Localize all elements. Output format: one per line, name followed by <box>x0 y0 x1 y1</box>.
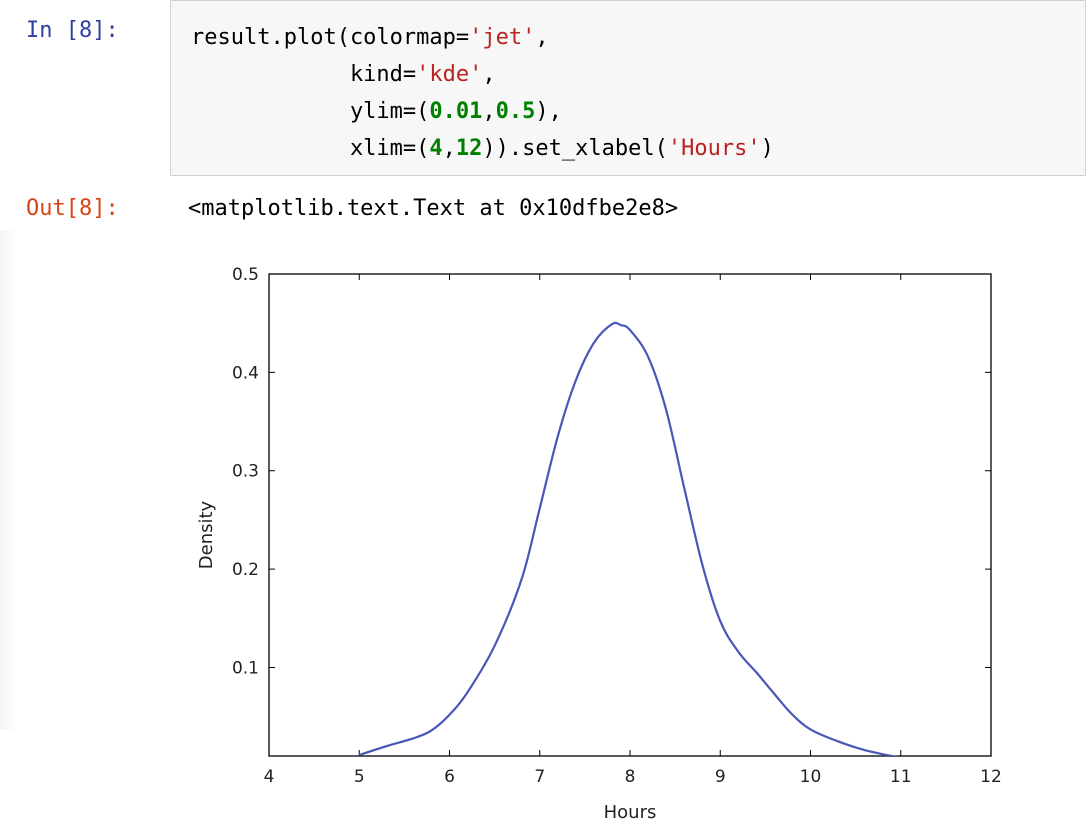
code-token: 0.5 <box>495 99 536 124</box>
y-tick-label: 0.2 <box>232 560 259 580</box>
page-shadow <box>0 230 16 730</box>
code-token: kind= <box>191 62 417 87</box>
y-tick-label: 0.1 <box>232 658 259 678</box>
code-token: 'Hours' <box>667 136 761 161</box>
y-tick-label: 0.5 <box>232 265 259 285</box>
x-tick-label: 6 <box>444 767 455 787</box>
code-line: result.plot(colormap='jet', <box>191 19 774 56</box>
code-token: , <box>442 136 456 161</box>
input-cell[interactable]: In [8]: result.plot(colormap='jet', kind… <box>0 0 1086 180</box>
x-tick-label: 12 <box>980 767 1002 787</box>
y-axis-label: Density <box>196 500 217 569</box>
plot-frame <box>268 273 992 757</box>
code-token: result.plot(colormap= <box>191 25 470 50</box>
code-token: , <box>482 99 496 124</box>
code-token: 'kde' <box>416 62 483 87</box>
x-tick-label: 10 <box>800 767 822 787</box>
kde-chart: 4 5 6 7 8 9 10 11 12 0.1 0.2 0.3 0.4 0.5 Hours Density <box>196 265 1002 823</box>
x-tick-label: 5 <box>354 767 365 787</box>
x-tick-label: 4 <box>264 767 275 787</box>
code-text[interactable]: result.plot(colormap='jet', kind='kde', … <box>191 19 774 167</box>
code-token: 12 <box>455 136 483 161</box>
input-prompt: In [8]: <box>26 18 119 43</box>
x-tick-label: 8 <box>625 767 636 787</box>
code-token: )).set_xlabel( <box>482 136 668 161</box>
code-token: ) <box>760 136 774 161</box>
code-token: , <box>535 25 549 50</box>
y-tick-label: 0.4 <box>232 363 259 383</box>
x-tick-label: 7 <box>534 767 545 787</box>
code-token: ), <box>535 99 562 124</box>
output-text: <matplotlib.text.Text at 0x10dfbe2e8> <box>188 196 679 221</box>
x-axis-label: Hours <box>604 802 657 823</box>
code-token: 0.01 <box>429 99 483 124</box>
code-line: ylim=(0.01,0.5), <box>191 93 774 130</box>
code-token: 'jet' <box>469 25 536 50</box>
x-tick-label: 11 <box>890 767 912 787</box>
code-editor[interactable]: result.plot(colormap='jet', kind='kde', … <box>170 0 1086 176</box>
code-token: 4 <box>429 136 443 161</box>
y-tick-label: 0.3 <box>232 462 259 482</box>
x-tick-label: 9 <box>715 767 726 787</box>
code-line: xlim=(4,12)).set_xlabel('Hours') <box>191 130 774 167</box>
code-token: ylim=( <box>191 99 430 124</box>
output-prompt: Out[8]: <box>26 196 119 221</box>
density-line <box>358 321 898 756</box>
code-token: xlim=( <box>191 136 430 161</box>
code-line: kind='kde', <box>191 56 774 93</box>
code-token: , <box>482 62 496 87</box>
